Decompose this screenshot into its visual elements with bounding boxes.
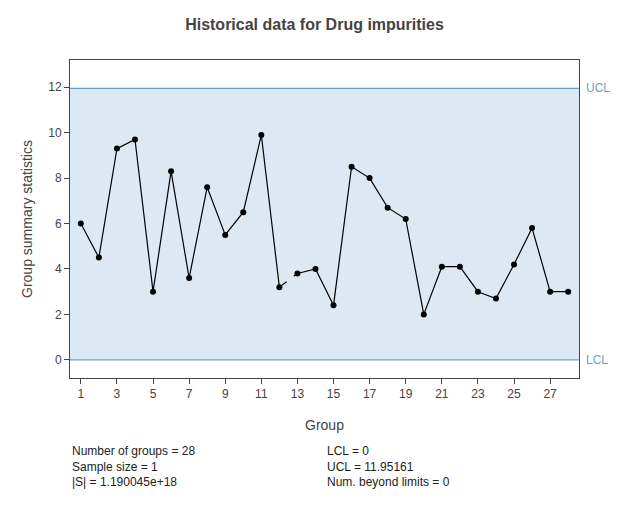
svg-text:11: 11 [255,387,268,401]
svg-text:2: 2 [55,308,62,322]
svg-text:17: 17 [363,387,377,401]
svg-text:0: 0 [55,353,62,367]
svg-text:UCL: UCL [586,81,610,95]
svg-text:8: 8 [55,171,62,185]
svg-text:LCL: LCL [586,353,608,367]
svg-text:13: 13 [291,387,305,401]
svg-text:Group: Group [305,417,344,433]
svg-text:Historical data for Drug impur: Historical data for Drug impurities [185,16,444,33]
svg-text:Number of groups = 28Sample si: Number of groups = 28Sample size = 1|S| … [72,444,195,489]
svg-text:10: 10 [48,126,62,140]
svg-text:6: 6 [55,217,62,231]
svg-text:23: 23 [471,387,485,401]
svg-text:7: 7 [186,387,193,401]
svg-text:9: 9 [222,387,229,401]
svg-text:25: 25 [507,387,521,401]
svg-text:5: 5 [150,387,157,401]
svg-text:12: 12 [48,80,62,94]
svg-text:19: 19 [399,387,413,401]
svg-text:21: 21 [435,387,449,401]
svg-text:3: 3 [114,387,121,401]
svg-text:15: 15 [327,387,341,401]
svg-text:4: 4 [55,262,62,276]
svg-text:27: 27 [543,387,557,401]
svg-text:1: 1 [77,387,84,401]
svg-text:LCL = 0UCL = 11.95161Num. beyo: LCL = 0UCL = 11.95161Num. beyond limits … [327,444,450,489]
svg-text:Group summary statistics: Group summary statistics [19,140,35,298]
